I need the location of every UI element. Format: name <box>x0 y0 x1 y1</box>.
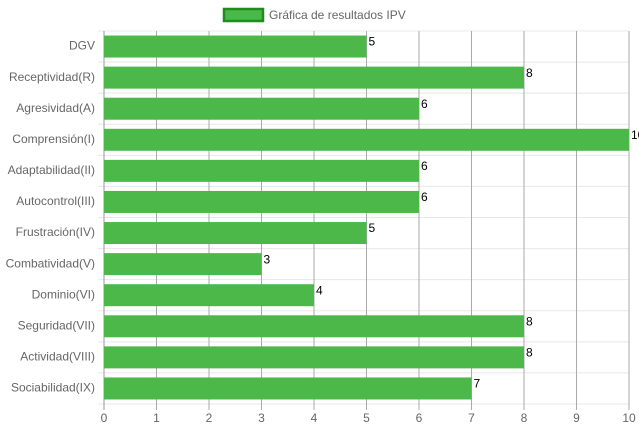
value-label: 6 <box>421 190 428 204</box>
x-tick-label: 0 <box>101 411 108 425</box>
bar <box>104 66 524 89</box>
value-label: 6 <box>421 159 428 173</box>
x-tick-label: 8 <box>521 411 528 425</box>
x-tick-label: 9 <box>573 411 580 425</box>
y-tick-label: Receptividad(R) <box>9 70 95 84</box>
value-label: 8 <box>526 314 533 328</box>
bar <box>104 253 262 276</box>
y-tick-label: Comprensión(I) <box>12 132 95 146</box>
bar <box>104 346 524 369</box>
y-tick-label: Adaptabilidad(II) <box>8 163 95 177</box>
x-tick-label: 10 <box>622 411 636 425</box>
bar <box>104 97 419 120</box>
bar <box>104 377 472 400</box>
y-tick-label: Agresividad(A) <box>16 101 95 115</box>
x-tick-label: 3 <box>258 411 265 425</box>
bar <box>104 128 629 151</box>
legend-label: Gráfica de resultados IPV <box>269 8 406 22</box>
x-tick-label: 4 <box>311 411 318 425</box>
x-tick-label: 2 <box>206 411 213 425</box>
bar <box>104 159 419 182</box>
y-tick-label: Dominio(VI) <box>32 287 95 301</box>
x-tick-label: 5 <box>363 411 370 425</box>
x-tick-label: 1 <box>153 411 160 425</box>
bar <box>104 315 524 338</box>
value-label: 5 <box>369 221 376 235</box>
y-tick-label: Actividad(VIII) <box>20 350 95 364</box>
value-label: 7 <box>474 377 481 391</box>
value-label: 3 <box>264 252 271 266</box>
bar <box>104 35 367 58</box>
y-tick-label: Autocontrol(III) <box>16 194 95 208</box>
legend-swatch <box>222 7 265 23</box>
value-label: 10 <box>631 128 639 142</box>
value-label: 5 <box>369 35 376 49</box>
bar <box>104 190 419 213</box>
value-label: 8 <box>526 66 533 80</box>
y-tick-label: DGV <box>69 39 95 53</box>
y-tick-label: Seguridad(VII) <box>18 318 95 332</box>
bar <box>104 284 314 307</box>
y-tick-label: Frustración(IV) <box>16 225 95 239</box>
x-tick-label: 6 <box>416 411 423 425</box>
x-tick-label: 7 <box>468 411 475 425</box>
value-label: 4 <box>316 283 323 297</box>
value-label: 6 <box>421 97 428 111</box>
y-tick-label: Combatividad(V) <box>6 256 95 270</box>
y-tick-label: Sociabilidad(IX) <box>11 381 95 395</box>
bar <box>104 222 367 245</box>
value-label: 8 <box>526 346 533 360</box>
